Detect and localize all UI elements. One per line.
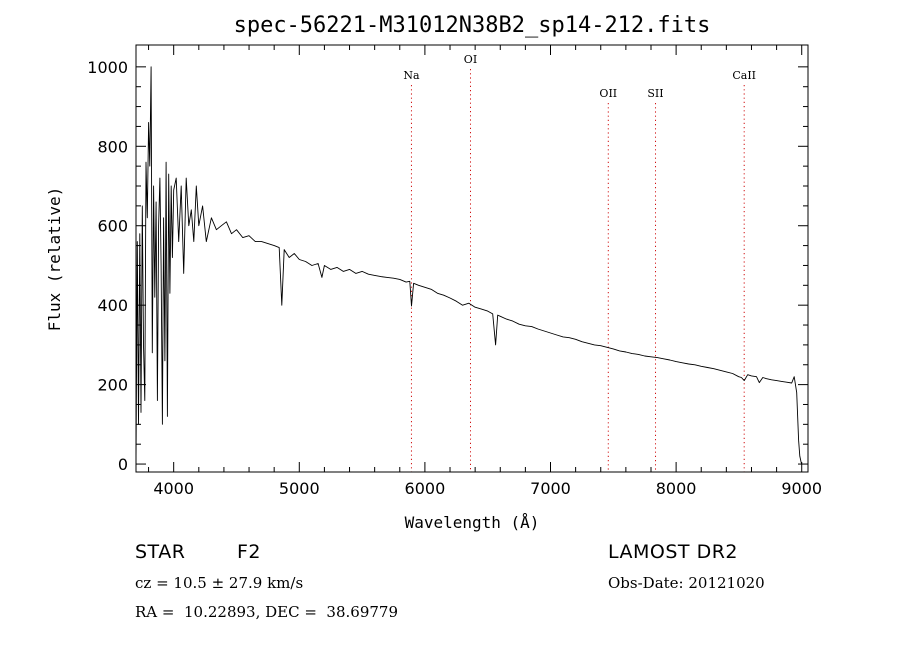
- line-label-oii: OII: [599, 87, 617, 100]
- line-label-na: Na: [403, 69, 420, 82]
- y-tick-label: 400: [97, 296, 128, 315]
- line-label-caii: CaII: [732, 69, 756, 82]
- y-tick-label: 0: [118, 455, 128, 474]
- y-tick-label: 600: [97, 217, 128, 236]
- x-tick-label: 4000: [153, 479, 194, 498]
- redshift-value: cz = 10.5 ± 27.9 km/s: [135, 574, 304, 592]
- x-tick-label: 5000: [279, 479, 320, 498]
- plot-frame: [135, 44, 809, 473]
- x-tick-label: 7000: [530, 479, 571, 498]
- y-tick-label: 800: [97, 137, 128, 156]
- x-axis-label: Wavelength (Å): [405, 513, 540, 532]
- y-tick-label: 200: [97, 376, 128, 395]
- line-label-sii: SII: [647, 87, 663, 100]
- obs-date: Obs-Date: 20121020: [608, 574, 765, 592]
- line-markers: Na OI OII SII CaII: [403, 53, 756, 472]
- x-tick-label: 8000: [656, 479, 697, 498]
- chart-title: spec-56221-M31012N38B2_sp14-212.fits: [234, 13, 711, 38]
- x-tick-label: 6000: [405, 479, 446, 498]
- spectrum-layer: [135, 66, 803, 465]
- x-tick-label: 9000: [781, 479, 822, 498]
- ticks: 4000 5000 6000 7000 8000 9000 0 200 400 600 800 100…: [87, 45, 822, 498]
- survey-name: LAMOST DR2: [608, 541, 738, 563]
- subclass: F2: [237, 541, 262, 563]
- y-axis-label: Flux (relative): [45, 187, 64, 332]
- object-class: STAR: [135, 541, 186, 563]
- spectrum-series-0: [135, 66, 803, 465]
- line-label-oi: OI: [464, 53, 477, 66]
- y-tick-label: 1000: [87, 58, 128, 77]
- coordinates: RA = 10.22893, DEC = 38.69779: [135, 603, 399, 621]
- axes: [135, 44, 809, 473]
